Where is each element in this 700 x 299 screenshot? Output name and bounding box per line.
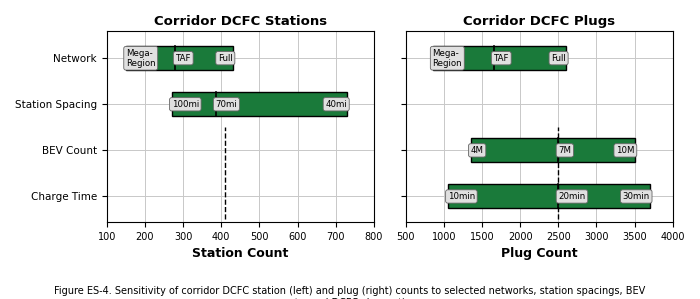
Text: counts, and DCFC charge times.: counts, and DCFC charge times. <box>272 298 428 299</box>
Text: 7M: 7M <box>559 146 571 155</box>
Text: 20min: 20min <box>559 192 586 201</box>
Title: Corridor DCFC Plugs: Corridor DCFC Plugs <box>463 15 615 28</box>
X-axis label: Plug Count: Plug Count <box>501 247 578 260</box>
Text: 30min: 30min <box>622 192 650 201</box>
Text: Full: Full <box>218 54 232 63</box>
Text: TAF: TAF <box>494 54 509 63</box>
Text: Figure ES-4. Sensitivity of corridor DCFC station (left) and plug (right) counts: Figure ES-4. Sensitivity of corridor DCF… <box>55 286 645 296</box>
Text: Full: Full <box>551 54 566 63</box>
Bar <box>470 138 635 162</box>
Title: Corridor DCFC Stations: Corridor DCFC Stations <box>154 15 327 28</box>
Bar <box>126 46 232 70</box>
Text: TAF: TAF <box>176 54 191 63</box>
X-axis label: Station Count: Station Count <box>192 247 288 260</box>
Text: 100mi: 100mi <box>172 100 199 109</box>
Text: 70mi: 70mi <box>216 100 237 109</box>
Bar <box>448 184 650 208</box>
Text: Mega-
Region: Mega- Region <box>126 48 155 68</box>
Bar <box>433 46 566 70</box>
Bar <box>172 92 347 116</box>
Text: 10min: 10min <box>448 192 475 201</box>
Text: 40mi: 40mi <box>326 100 347 109</box>
Text: 4M: 4M <box>470 146 484 155</box>
Text: 10M: 10M <box>616 146 635 155</box>
Text: Mega-
Region: Mega- Region <box>433 48 462 68</box>
